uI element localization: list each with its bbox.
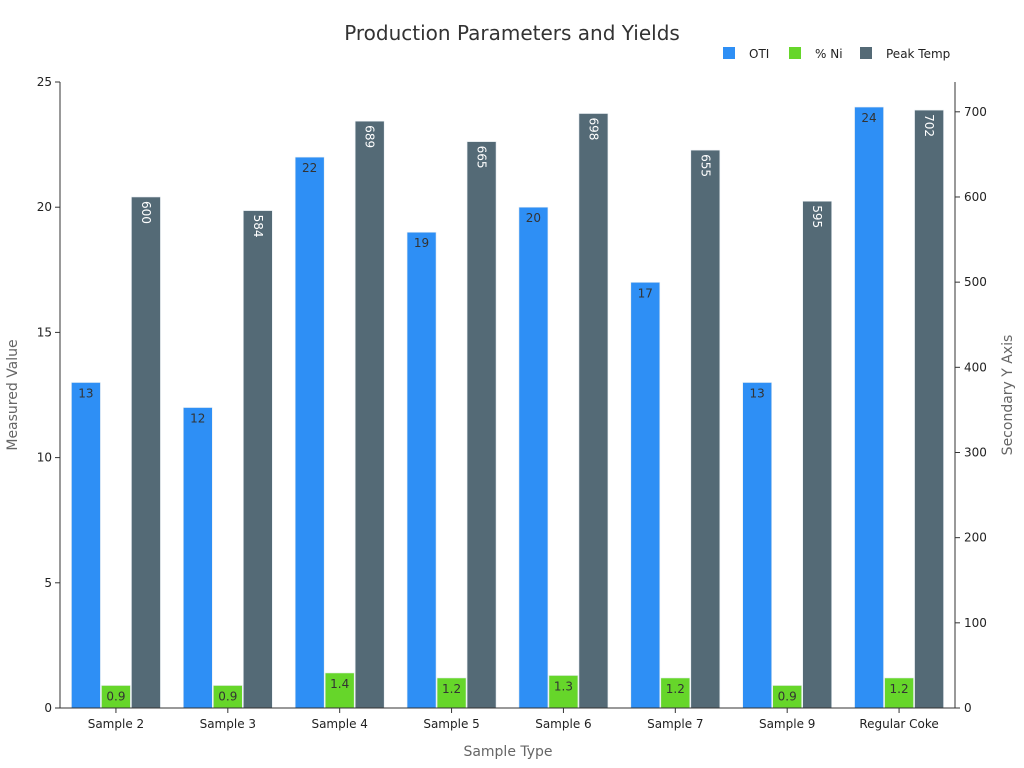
data-label-peak-temp-regular-coke: 702 [922,114,936,137]
bar-peak-temp-sample-9 [802,200,832,709]
y2-tick-label: 200 [964,531,987,545]
legend-label-ni: % Ni [815,47,843,61]
y-tick-label: 10 [37,451,52,465]
x-axis-title: Sample Type [463,744,552,760]
bar-ni-sample-7 [660,677,691,709]
bar-peak-temp-sample-3 [243,210,273,709]
x-tick-label: Sample 7 [647,717,703,731]
data-label-oti-sample-9: 13 [750,386,765,400]
data-label-oti-sample-4: 22 [302,161,317,175]
x-tick-label: Sample 3 [200,717,256,731]
y2-tick-label: 300 [964,445,987,459]
plot-area: 13 0.9 600 12 0.9 584 22 1.4 689 19 1.2 665 20 1.3 698… [71,106,944,709]
data-label-peak-temp-sample-2: 600 [139,201,153,224]
bar-peak-temp-regular-coke [914,109,944,709]
data-label-peak-temp-sample-9: 595 [810,205,824,228]
x-tick-label: Regular Coke [859,717,938,731]
y2-tick-label: 500 [964,275,987,289]
data-label-peak-temp-sample-6: 698 [586,118,600,141]
data-label-peak-temp-sample-5: 665 [475,146,489,169]
data-label-oti-sample-7: 17 [638,286,653,300]
x-axis-ticks: Sample 2 Sample 3 Sample 4 Sample 5 Sample 6… [88,708,939,731]
bar-peak-temp-sample-4 [354,120,385,709]
y-tick-label: 0 [44,701,52,715]
y2-tick-label: 100 [964,616,987,630]
x-tick-label: Sample 6 [535,717,591,731]
bar-peak-temp-sample-7 [690,149,721,709]
bar-peak-temp-sample-5 [466,141,497,709]
bar-peak-temp-sample-2 [131,196,161,709]
chart-title: Production Parameters and Yields [344,21,680,45]
data-label-ni-sample-9: 0.9 [778,689,797,703]
bar-ni-sample-6 [548,675,579,709]
bar-ni-sample-5 [436,677,467,709]
x-tick-label: Sample 4 [311,717,367,731]
x-tick-label: Sample 2 [88,717,144,731]
x-tick-label: Sample 9 [759,717,815,731]
data-label-oti-sample-5: 19 [414,236,429,250]
bars [71,106,944,709]
y-tick-label: 25 [37,75,52,89]
bar-oti-sample-7 [630,282,661,709]
bar-oti-sample-2 [71,382,101,709]
y2-axis-title: Secondary Y Axis [1000,335,1016,456]
data-label-peak-temp-sample-3: 584 [251,215,265,238]
data-label-oti-sample-6: 20 [526,211,541,225]
bar-oti-sample-9 [742,382,772,709]
y2-tick-label: 700 [964,105,987,119]
data-label-oti-regular-coke: 24 [861,111,876,125]
bar-peak-temp-sample-6 [578,113,609,709]
bar-oti-sample-5 [406,231,437,709]
y-axis-title: Measured Value [5,339,21,450]
y-tick-label: 5 [44,576,52,590]
data-label-ni-sample-2: 0.9 [106,689,125,703]
data-label-ni-sample-6: 1.3 [554,679,573,693]
y-tick-label: 15 [37,325,52,339]
legend-label-peak-temp: Peak Temp [886,47,950,61]
data-label-peak-temp-sample-7: 655 [698,154,712,177]
x-tick-label: Sample 5 [423,717,479,731]
y2-tick-label: 600 [964,190,987,204]
y2-tick-label: 0 [964,701,972,715]
bar-oti-sample-3 [183,407,213,709]
y2-tick-label: 400 [964,360,987,374]
legend-swatch-oti [723,47,735,59]
data-label-oti-sample-3: 12 [190,412,205,426]
data-label-ni-regular-coke: 1.2 [890,682,909,696]
data-label-oti-sample-2: 13 [78,386,93,400]
legend: OTI % Ni Peak Temp [723,47,950,61]
bar-oti-regular-coke [854,106,884,709]
legend-swatch-ni [789,47,801,59]
legend-swatch-peak-temp [860,47,872,59]
data-label-ni-sample-7: 1.2 [666,682,685,696]
y-tick-label: 20 [37,200,52,214]
bar-oti-sample-4 [294,156,325,709]
y-axis-ticks: 0 5 10 15 20 25 [37,75,60,715]
data-label-peak-temp-sample-4: 689 [363,125,377,148]
legend-label-oti: OTI [749,47,769,61]
bar-labels: 13 0.9 600 12 0.9 584 22 1.4 689 19 1.2 665 20 1.3 698… [78,111,936,703]
bar-oti-sample-6 [518,206,549,709]
data-label-ni-sample-5: 1.2 [442,682,461,696]
y2-axis-ticks: 0 100 200 300 400 500 600 700 [955,105,987,715]
data-label-ni-sample-4: 1.4 [330,677,349,691]
data-label-ni-sample-3: 0.9 [218,689,237,703]
